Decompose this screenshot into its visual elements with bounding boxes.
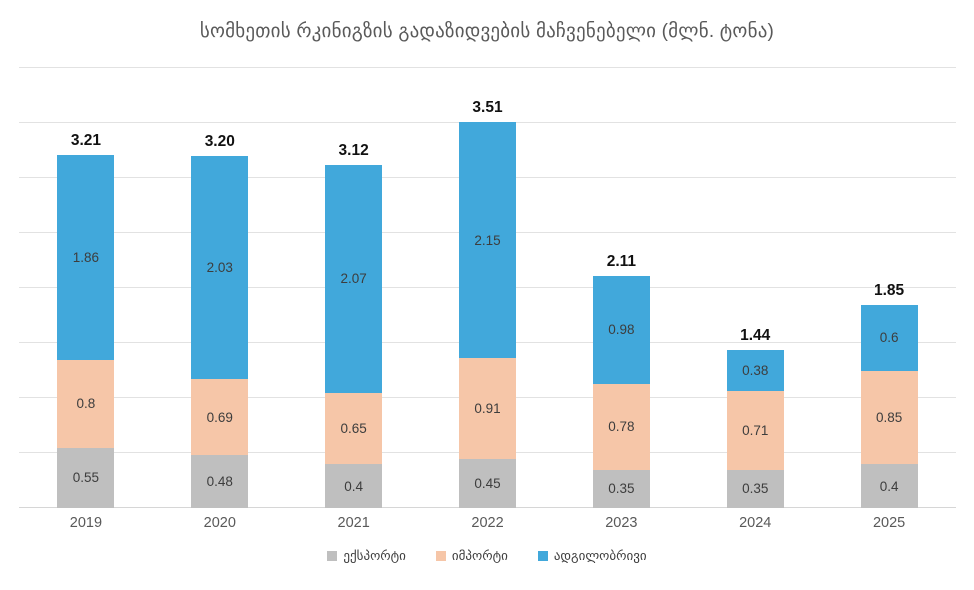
segment-value-label: 1.86 xyxy=(72,249,100,265)
segment-value-label: 0.48 xyxy=(206,474,233,490)
segment-value-label: 0.4 xyxy=(344,478,364,494)
x-axis-label: 2020 xyxy=(203,515,236,531)
segment-local[interactable]: 2.07 xyxy=(325,164,383,393)
segment-value-label: 0.65 xyxy=(340,420,367,436)
segment-value-label: 0.85 xyxy=(875,409,903,425)
segment-value-label: 0.69 xyxy=(206,409,233,425)
bar-group-2024: 1.44 0.38 0.71 0.35 xyxy=(688,68,822,508)
segment-import[interactable]: 0.91 xyxy=(459,358,516,459)
segment-value-label: 0.91 xyxy=(474,400,501,416)
legend: ექსპორტი იმპორტი ადგილობრივი xyxy=(0,548,974,564)
segment-export[interactable]: 0.48 xyxy=(191,455,249,508)
bar-stack: 3.20 2.03 0.69 0.48 xyxy=(191,133,249,508)
segment-import[interactable]: 0.71 xyxy=(726,391,784,470)
legend-swatch-gray xyxy=(327,551,338,561)
bar-group-2025: 1.85 0.6 0.85 0.4 xyxy=(822,68,956,508)
segment-local[interactable]: 2.03 xyxy=(191,156,249,380)
bars-row: 3.21 1.86 0.8 0.55 3.20 2.03 0.69 0.48 3… xyxy=(19,68,956,508)
segment-value-label: 0.55 xyxy=(72,470,100,486)
segment-value-label: 0.8 xyxy=(76,396,96,411)
segment-value-label: 2.07 xyxy=(340,271,367,287)
chart-title: სომხეთის რკინიგზის გადაზიდვების მაჩვენებ… xyxy=(199,21,775,42)
bar-total-label: 3.20 xyxy=(204,133,235,151)
bar-group-2022: 3.51 2.15 0.91 0.45 xyxy=(421,68,555,508)
segment-value-label: 0.35 xyxy=(608,481,635,497)
x-axis-label: 2023 xyxy=(605,515,638,531)
segment-value-label: 0.45 xyxy=(474,475,501,491)
bar-total-label: 3.12 xyxy=(338,141,369,159)
bar-total-label: 2.11 xyxy=(606,252,637,270)
x-axis-label: 2022 xyxy=(471,515,504,531)
x-axis-label: 2019 xyxy=(69,515,103,531)
bar-stack: 3.51 2.15 0.91 0.45 xyxy=(459,99,516,508)
segment-value-label: 2.15 xyxy=(474,232,501,248)
segment-value-label: 0.78 xyxy=(608,419,635,435)
bar-group-2021: 3.12 2.07 0.65 0.4 xyxy=(287,68,421,508)
bar-stack: 2.11 0.98 0.78 0.35 xyxy=(592,253,650,508)
segment-export[interactable]: 0.45 xyxy=(459,458,516,508)
bar-group-2023: 2.11 0.98 0.78 0.35 xyxy=(554,68,688,508)
legend-swatch-peach xyxy=(435,551,446,561)
segment-import[interactable]: 0.69 xyxy=(191,379,249,456)
segment-local[interactable]: 0.6 xyxy=(860,304,918,371)
segment-value-label: 2.03 xyxy=(206,260,233,276)
segment-value-label: 0.98 xyxy=(608,322,635,338)
segment-value-label: 0.4 xyxy=(879,478,899,494)
legend-label: ექსპორტი xyxy=(343,548,406,563)
bar-stack: 1.44 0.38 0.71 0.35 xyxy=(726,327,784,508)
bar-group-2020: 3.20 2.03 0.69 0.48 xyxy=(153,68,287,508)
plot-area: 3.21 1.86 0.8 0.55 3.20 2.03 0.69 0.48 3… xyxy=(19,67,956,508)
legend-item-import[interactable]: იმპორტი xyxy=(435,548,508,564)
bar-total-label: 3.51 xyxy=(472,98,503,116)
segment-import[interactable]: 0.78 xyxy=(592,383,650,470)
segment-local[interactable]: 0.38 xyxy=(726,349,784,392)
bar-total-label: 1.44 xyxy=(740,326,771,344)
x-axis-label: 2025 xyxy=(872,515,906,531)
segment-local[interactable]: 1.86 xyxy=(57,154,115,360)
segment-import[interactable]: 0.65 xyxy=(325,392,383,464)
legend-label: ადგილობრივი xyxy=(553,548,647,563)
segment-local[interactable]: 0.98 xyxy=(592,275,650,384)
segment-export[interactable]: 0.35 xyxy=(592,469,650,508)
bar-stack: 3.21 1.86 0.8 0.55 xyxy=(57,132,115,508)
segment-import[interactable]: 0.8 xyxy=(57,359,115,448)
legend-item-export[interactable]: ექსპორტი xyxy=(327,548,406,564)
segment-export[interactable]: 0.35 xyxy=(726,469,784,508)
bar-total-label: 1.85 xyxy=(873,281,905,299)
bar-total-label: 3.21 xyxy=(70,131,101,149)
segment-local[interactable]: 2.15 xyxy=(459,121,516,359)
legend-item-local[interactable]: ადგილობრივი xyxy=(537,548,647,564)
segment-export[interactable]: 0.4 xyxy=(860,464,918,508)
gridline xyxy=(19,67,956,68)
segment-export[interactable]: 0.55 xyxy=(57,447,115,508)
x-axis: 2019 2020 2021 2022 2023 2024 2025 xyxy=(19,515,956,531)
bar-stack: 1.85 0.6 0.85 0.4 xyxy=(860,282,918,508)
segment-export[interactable]: 0.4 xyxy=(325,464,383,508)
x-axis-label: 2024 xyxy=(739,515,772,531)
segment-value-label: 0.35 xyxy=(742,481,769,497)
x-axis-label: 2021 xyxy=(337,515,370,531)
legend-label: იმპორტი xyxy=(451,548,508,563)
bar-stack: 3.12 2.07 0.65 0.4 xyxy=(325,142,383,508)
legend-swatch-blue xyxy=(537,551,548,561)
segment-value-label: 0.71 xyxy=(742,422,769,438)
segment-value-label: 0.38 xyxy=(742,363,769,378)
bar-group-2019: 3.21 1.86 0.8 0.55 xyxy=(19,68,153,508)
segment-value-label: 0.6 xyxy=(879,330,899,345)
segment-import[interactable]: 0.85 xyxy=(860,370,918,464)
